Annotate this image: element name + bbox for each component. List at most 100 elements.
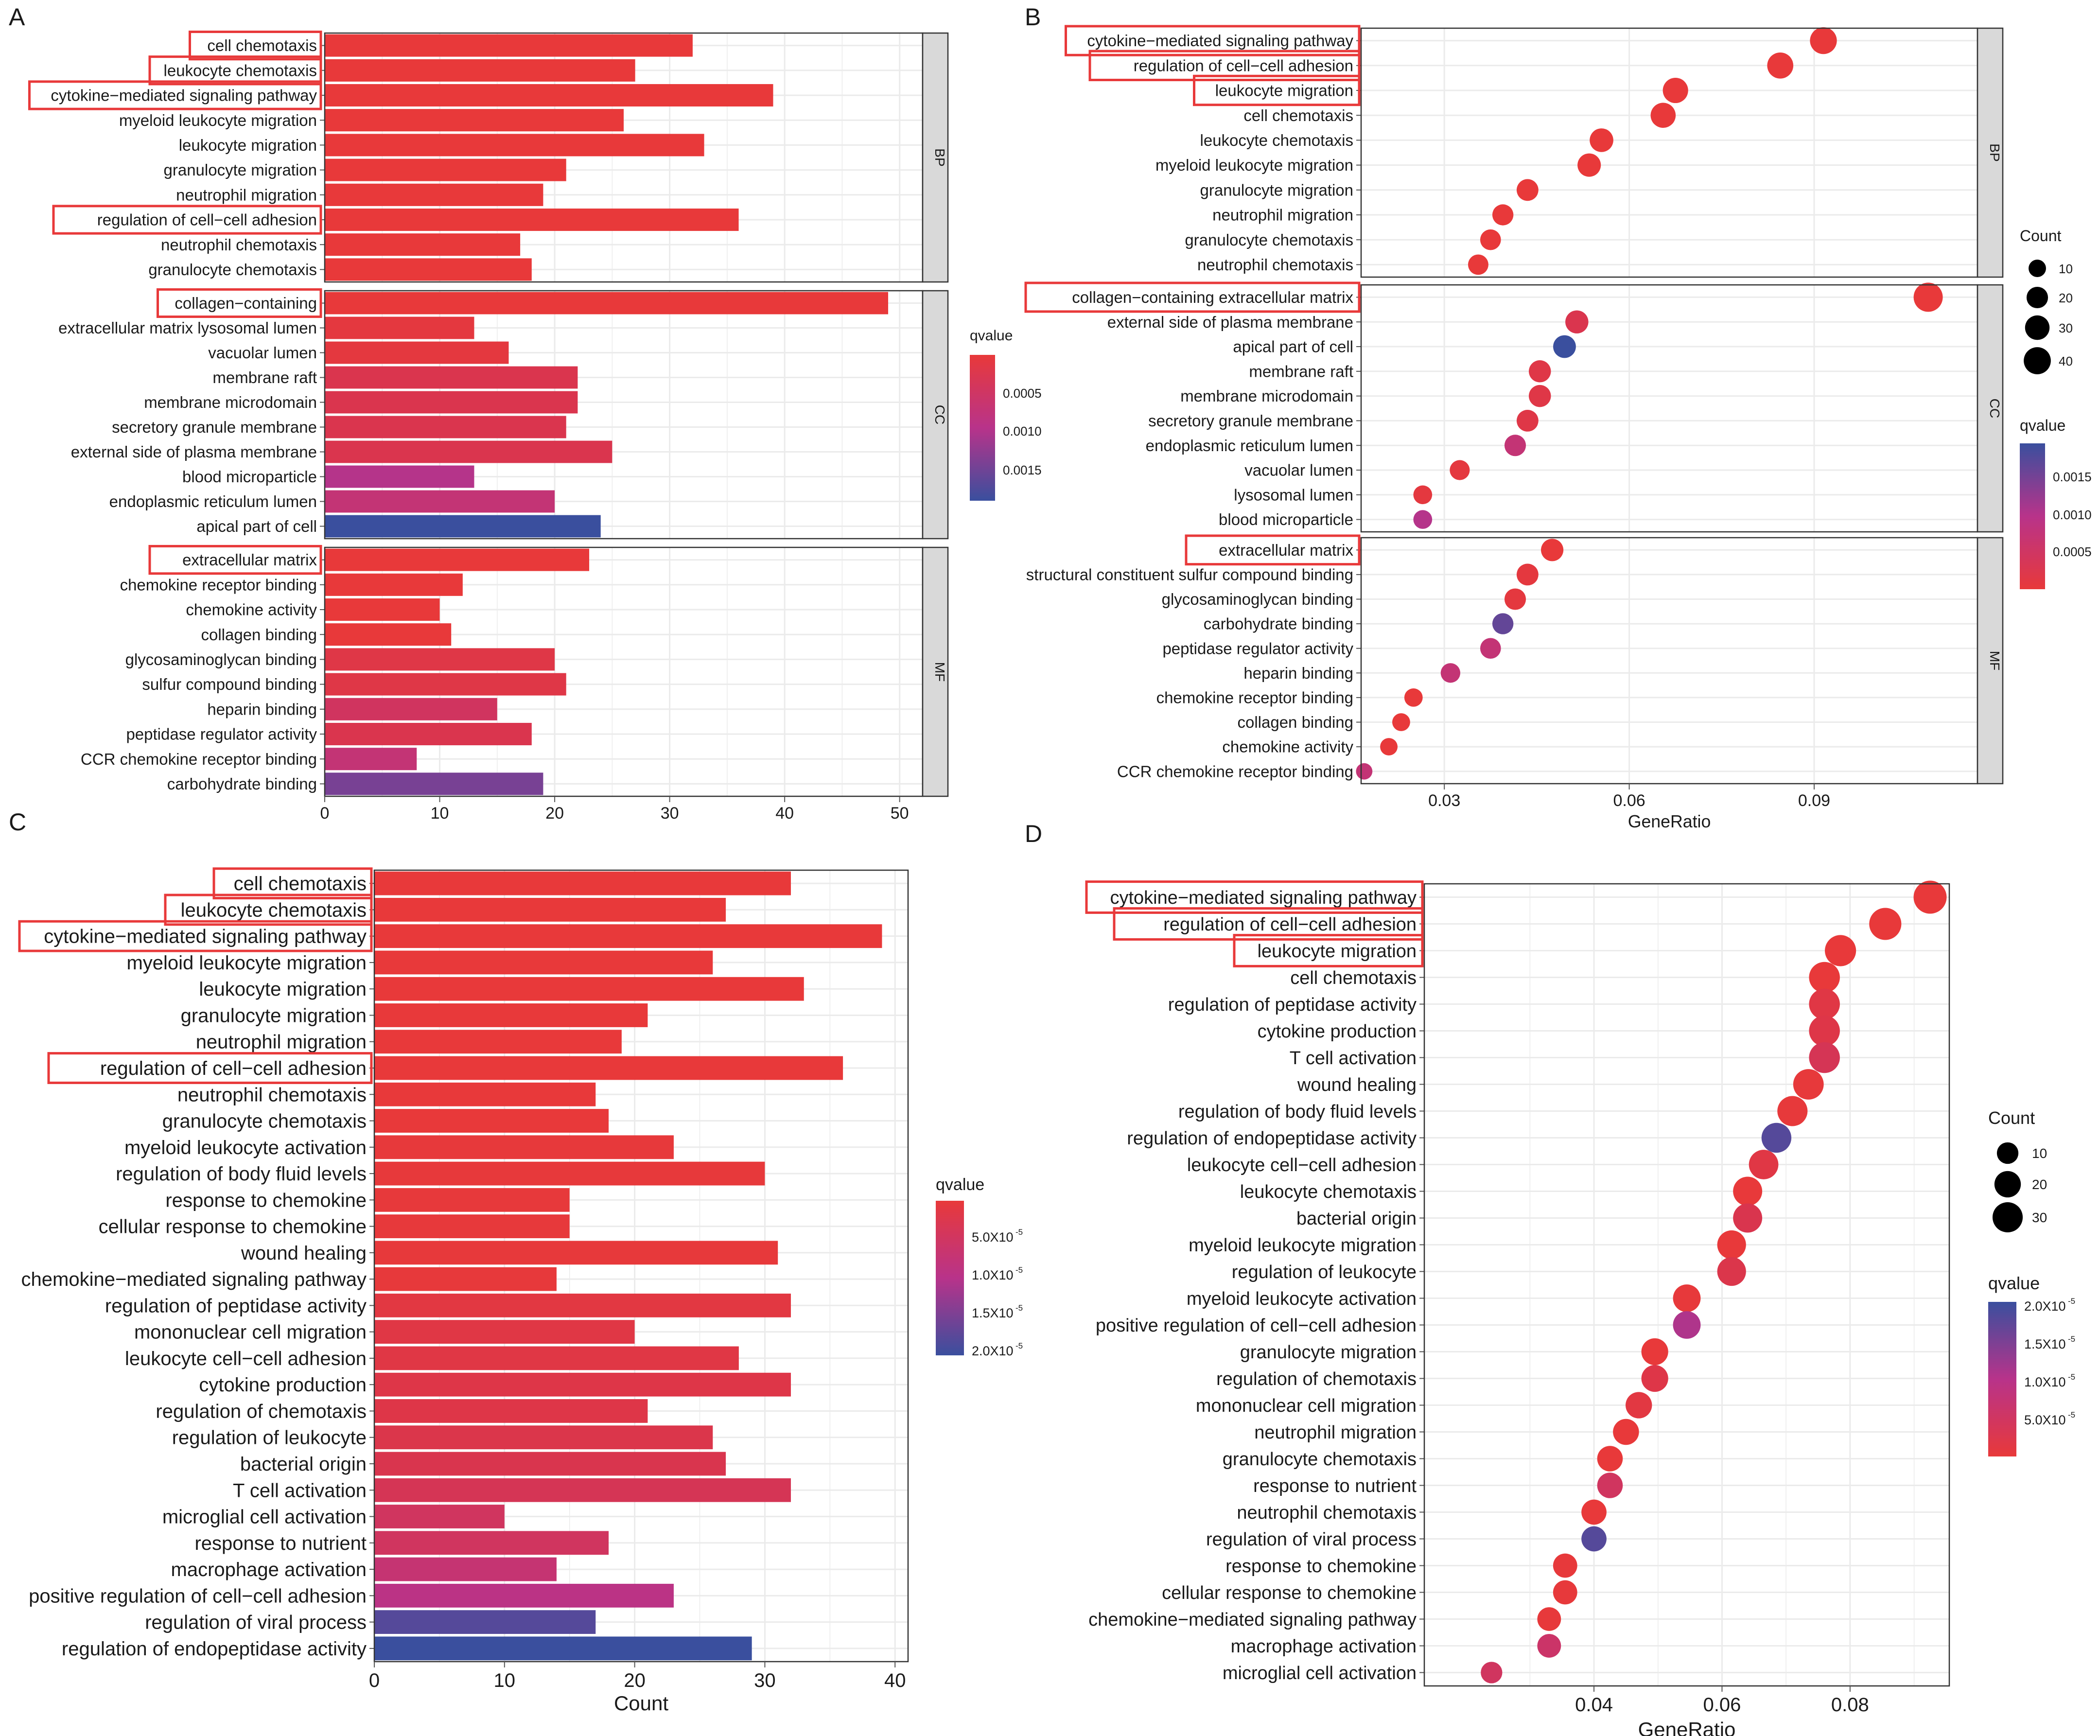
bar	[374, 1135, 674, 1159]
category-label: external side of plasma membrane	[1107, 313, 1353, 331]
category-label: chemokine−mediated signaling pathway	[1088, 1610, 1417, 1630]
category-label: myeloid leukocyte migration	[119, 111, 317, 129]
panel-label: D	[1025, 820, 1042, 847]
bar	[374, 1346, 739, 1370]
legend-size-label: 30	[2032, 1210, 2047, 1225]
bar	[374, 1188, 570, 1212]
dot	[1777, 1096, 1808, 1126]
category-label: response to nutrient	[1253, 1476, 1417, 1496]
bar	[374, 1214, 570, 1239]
dot	[1356, 763, 1373, 780]
dot	[1537, 1634, 1561, 1658]
highlight-box	[1065, 25, 1361, 56]
facet-plot-area-mf	[1361, 538, 1978, 784]
category-label: heparin binding	[207, 700, 317, 718]
facet-strip	[922, 546, 949, 797]
category-label: heparin binding	[1243, 664, 1353, 682]
category-label: cell chemotaxis	[1290, 968, 1417, 988]
category-label: apical part of cell	[1233, 338, 1353, 356]
bar	[325, 109, 624, 132]
bar	[374, 1241, 778, 1265]
category-label: peptidase regulator activity	[126, 725, 317, 743]
x-tick-label: 10	[494, 1670, 516, 1691]
legend-tick-label: 5.0X10	[972, 1230, 1014, 1245]
category-label: blood microparticle	[182, 468, 317, 486]
bar	[325, 573, 463, 596]
bar	[325, 366, 578, 389]
bar	[374, 1293, 791, 1317]
category-label: cytokine−mediated signaling pathway	[1110, 888, 1417, 908]
dot	[1717, 1257, 1746, 1286]
dot	[1553, 335, 1576, 358]
bar	[325, 316, 474, 339]
dot	[1577, 153, 1601, 177]
highlight-box	[18, 920, 373, 952]
x-tick-label: 0.06	[1703, 1694, 1741, 1716]
highlight-box	[1113, 907, 1424, 941]
legend-colorbar	[970, 355, 995, 501]
category-label: membrane microdomain	[1180, 387, 1353, 405]
category-label: neutrophil chemotaxis	[1237, 1503, 1417, 1523]
bar	[325, 258, 532, 281]
x-tick-label: 30	[661, 804, 679, 823]
category-label: mononuclear cell migration	[134, 1322, 367, 1343]
category-label: CCR chemokine receptor binding	[81, 750, 317, 768]
bar	[374, 950, 713, 975]
dot	[1767, 52, 1794, 79]
category-label: bacterial origin	[1296, 1209, 1417, 1229]
legend-colorbar	[2020, 443, 2045, 589]
category-label: granulocyte migration	[164, 161, 317, 179]
dot	[1541, 539, 1564, 561]
category-label: positive regulation of cell−cell adhesio…	[1096, 1315, 1417, 1336]
category-label: positive regulation of cell−cell adhesio…	[29, 1585, 367, 1607]
dot	[1793, 1069, 1824, 1100]
legend-tick-label: 1.5X10	[972, 1306, 1014, 1320]
category-label: sulfur compound binding	[142, 675, 317, 693]
bar	[325, 623, 452, 646]
category-label: vacuolar lumen	[1244, 461, 1353, 479]
category-label: regulation of cell−cell adhesion	[1163, 914, 1417, 935]
dot	[1528, 360, 1551, 383]
dot	[1504, 588, 1526, 610]
bar	[325, 233, 521, 256]
highlight-box	[52, 205, 322, 235]
dot	[1913, 282, 1943, 312]
x-axis-title: GeneRatio	[1638, 1718, 1736, 1736]
category-label: granulocyte chemotaxis	[162, 1111, 367, 1132]
legend-colorbar	[1988, 1302, 2016, 1456]
facet-strip-label: MF	[1987, 651, 2002, 671]
category-label: blood microparticle	[1219, 510, 1353, 528]
category-label: neutrophil migration	[176, 186, 317, 204]
category-label: collagen binding	[1237, 713, 1353, 731]
category-label: microglial cell activation	[162, 1507, 367, 1528]
highlight-box	[1085, 880, 1424, 914]
facet-plot-area-cc	[1361, 285, 1978, 532]
legend-tick-exponent: -5	[1015, 1341, 1023, 1350]
legend-color-title: qvalue	[2020, 417, 2065, 434]
x-tick-label: 40	[884, 1670, 906, 1691]
bar	[325, 548, 590, 571]
facet-strip-label: BP	[1987, 143, 2002, 161]
legend-tick-label: 1.0X10	[2024, 1375, 2066, 1389]
legend-tick-label: 0.0010	[1003, 424, 1042, 438]
legend-size-dot	[1994, 1171, 2021, 1198]
bar	[325, 34, 693, 57]
dot	[1440, 663, 1461, 683]
dot	[1733, 1203, 1763, 1233]
legend-tick-label: 2.0X10	[2024, 1299, 2066, 1314]
dot	[1481, 1662, 1503, 1683]
category-label: regulation of chemotaxis	[156, 1401, 367, 1422]
bar	[325, 490, 555, 513]
bar	[325, 416, 566, 438]
facet-strip	[1977, 27, 2004, 278]
dot	[1869, 908, 1902, 940]
legend-tick-label: 0.0005	[1003, 386, 1042, 401]
dot	[1450, 460, 1470, 480]
category-label: collagen−containing	[175, 294, 317, 312]
dot	[1597, 1473, 1623, 1498]
category-label: leukocyte migration	[1215, 82, 1353, 100]
bar	[325, 59, 635, 82]
bar	[374, 1399, 648, 1423]
dot	[1825, 935, 1856, 966]
bar	[374, 1425, 713, 1450]
